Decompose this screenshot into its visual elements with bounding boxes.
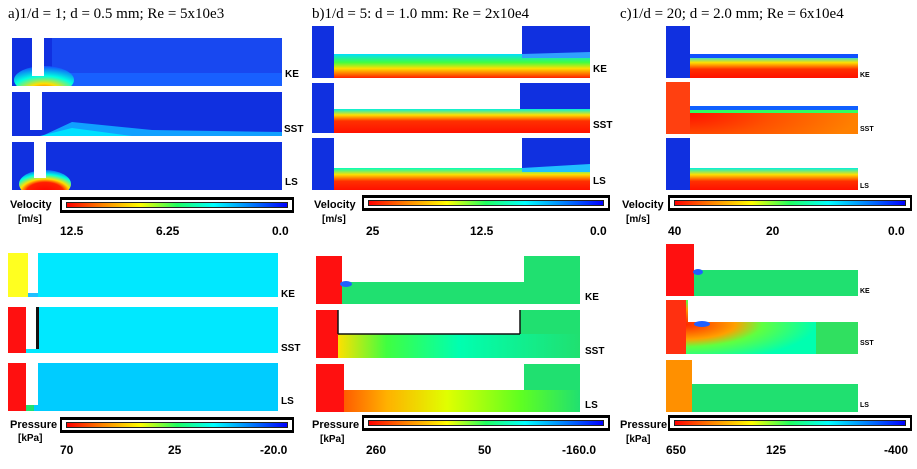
col-b-vel-ls-label: LS bbox=[593, 176, 606, 187]
col-a-pressure-colorbar bbox=[60, 417, 294, 433]
col-a-velocity-ke-contour bbox=[12, 38, 282, 86]
col-b-pres-sst-label: SST bbox=[585, 346, 605, 357]
col-a-pressure-tick-mid: 25 bbox=[168, 443, 182, 457]
panel-a-title: a)1/d = 1; d = 0.5 mm; Re = 5x10e3 bbox=[8, 6, 225, 22]
col-c-vel-ke-label: KE bbox=[860, 72, 870, 79]
col-b-pressure-colorbar bbox=[362, 415, 610, 431]
col-a-velocity-tick-mid: 6.25 bbox=[156, 224, 180, 238]
col-b-pressure-sst-contour bbox=[316, 310, 580, 358]
col-b-velocity-tick-max: 25 bbox=[366, 224, 380, 238]
col-a-pressure-tick-min: -20.0 bbox=[260, 443, 288, 457]
col-c-pressure-sst-contour bbox=[666, 300, 858, 354]
col-c-pressure-tick-max: 650 bbox=[666, 443, 687, 457]
col-b-velocity-ke-contour bbox=[312, 26, 590, 78]
col-a-pressure-sst-contour bbox=[8, 307, 278, 353]
col-c-pressure-tick-min: -400 bbox=[884, 443, 909, 457]
col-c-velocity-ls-contour bbox=[666, 138, 858, 190]
col-a-velocity-unit: [m/s] bbox=[18, 214, 42, 225]
col-b-velocity-unit: [m/s] bbox=[322, 214, 346, 225]
col-a-pressure-ls-contour bbox=[8, 363, 278, 411]
col-b-pressure-tick-mid: 50 bbox=[478, 443, 492, 457]
col-c-pres-sst-label: SST bbox=[860, 340, 874, 347]
col-a-vel-sst-label: SST bbox=[284, 124, 304, 135]
panel-c-title: c)1/d = 20; d = 2.0 mm; Re = 6x10e4 bbox=[620, 6, 844, 22]
col-b-pres-ls-label: LS bbox=[585, 400, 598, 411]
col-b-pressure-ls-contour bbox=[316, 364, 580, 412]
col-b-pres-ke-label: KE bbox=[585, 292, 599, 303]
col-a-pressure-label: Pressure bbox=[10, 419, 58, 431]
col-c-velocity-tick-mid: 20 bbox=[766, 224, 780, 238]
col-c-velocity-sst-contour bbox=[666, 82, 858, 134]
col-a-velocity-ls-contour bbox=[12, 142, 282, 190]
col-c-velocity-tick-max: 40 bbox=[668, 224, 682, 238]
col-c-vel-ls-label: LS bbox=[860, 183, 869, 190]
col-b-pressure-label: Pressure bbox=[312, 419, 360, 431]
col-a-pressure-unit: [kPa] bbox=[18, 433, 43, 444]
col-c-pressure-tick-mid: 125 bbox=[766, 443, 787, 457]
col-c-pressure-unit: [kPa] bbox=[626, 434, 651, 445]
col-a-pres-sst-label: SST bbox=[281, 343, 301, 354]
col-b-pressure-unit: [kPa] bbox=[320, 434, 345, 445]
col-a-velocity-colorbar bbox=[60, 197, 294, 213]
col-b-velocity-tick-mid: 12.5 bbox=[470, 224, 494, 238]
col-c-pres-ls-label: LS bbox=[860, 402, 869, 409]
col-c-pres-ke-label: KE bbox=[860, 288, 870, 295]
col-c-velocity-colorbar bbox=[668, 195, 912, 211]
col-a-pres-ke-label: KE bbox=[281, 289, 295, 300]
col-c-velocity-unit: [m/s] bbox=[626, 214, 650, 225]
col-c-pressure-colorbar bbox=[668, 415, 912, 431]
col-b-velocity-label: Velocity bbox=[314, 199, 356, 211]
col-c-velocity-label: Velocity bbox=[622, 199, 664, 211]
col-a-vel-ls-label: LS bbox=[285, 177, 298, 188]
col-a-pres-ls-label: LS bbox=[281, 396, 294, 407]
col-c-velocity-tick-min: 0.0 bbox=[888, 224, 905, 238]
col-c-pressure-ls-contour bbox=[666, 360, 858, 412]
col-c-pressure-ke-contour bbox=[666, 244, 858, 296]
col-a-velocity-label: Velocity bbox=[10, 199, 52, 211]
col-a-vel-ke-label: KE bbox=[285, 69, 299, 80]
panel-b-title: b)1/d = 5: d = 1.0 mm: Re = 2x10e4 bbox=[312, 6, 530, 22]
col-a-pressure-tick-max: 70 bbox=[60, 443, 74, 457]
col-b-velocity-tick-min: 0.0 bbox=[590, 224, 607, 238]
col-b-velocity-ls-contour bbox=[312, 138, 590, 190]
col-b-vel-sst-label: SST bbox=[593, 120, 613, 131]
col-c-vel-sst-label: SST bbox=[860, 126, 874, 133]
col-c-pressure-label: Pressure bbox=[620, 419, 668, 431]
col-b-vel-ke-label: KE bbox=[593, 64, 607, 75]
col-a-velocity-sst-contour bbox=[12, 92, 282, 136]
col-c-velocity-ke-contour bbox=[666, 26, 858, 78]
col-b-pressure-tick-min: -160.0 bbox=[562, 443, 597, 457]
col-b-velocity-sst-contour bbox=[312, 83, 590, 133]
col-a-velocity-tick-max: 12.5 bbox=[60, 224, 84, 238]
col-b-velocity-colorbar bbox=[362, 195, 610, 211]
col-a-velocity-tick-min: 0.0 bbox=[272, 224, 289, 238]
col-b-pressure-ke-contour bbox=[316, 256, 580, 304]
col-b-pressure-tick-max: 260 bbox=[366, 443, 387, 457]
col-a-pressure-ke-contour bbox=[8, 253, 278, 297]
